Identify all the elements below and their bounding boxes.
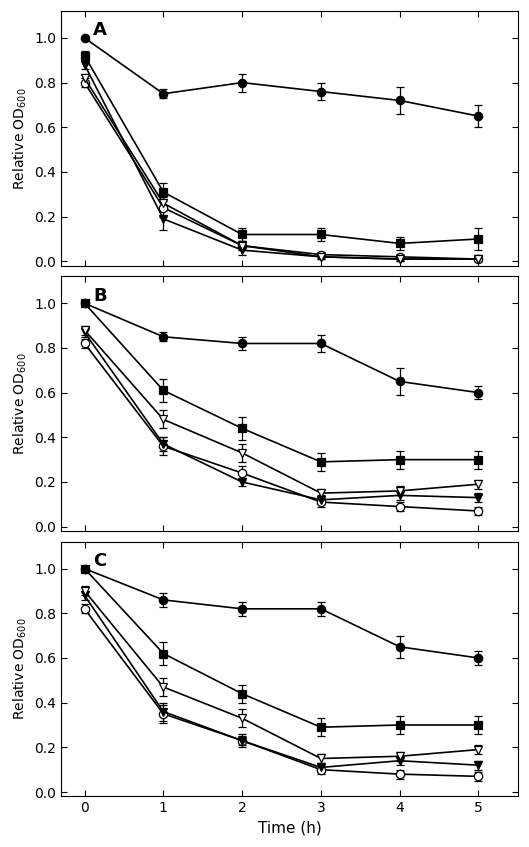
Y-axis label: Relative OD$_{600}$: Relative OD$_{600}$ xyxy=(11,87,29,190)
Y-axis label: Relative OD$_{600}$: Relative OD$_{600}$ xyxy=(11,352,29,455)
Text: C: C xyxy=(93,552,106,570)
Text: A: A xyxy=(93,21,107,39)
X-axis label: Time (h): Time (h) xyxy=(258,821,321,836)
Y-axis label: Relative OD$_{600}$: Relative OD$_{600}$ xyxy=(11,617,29,721)
Text: B: B xyxy=(93,286,106,305)
